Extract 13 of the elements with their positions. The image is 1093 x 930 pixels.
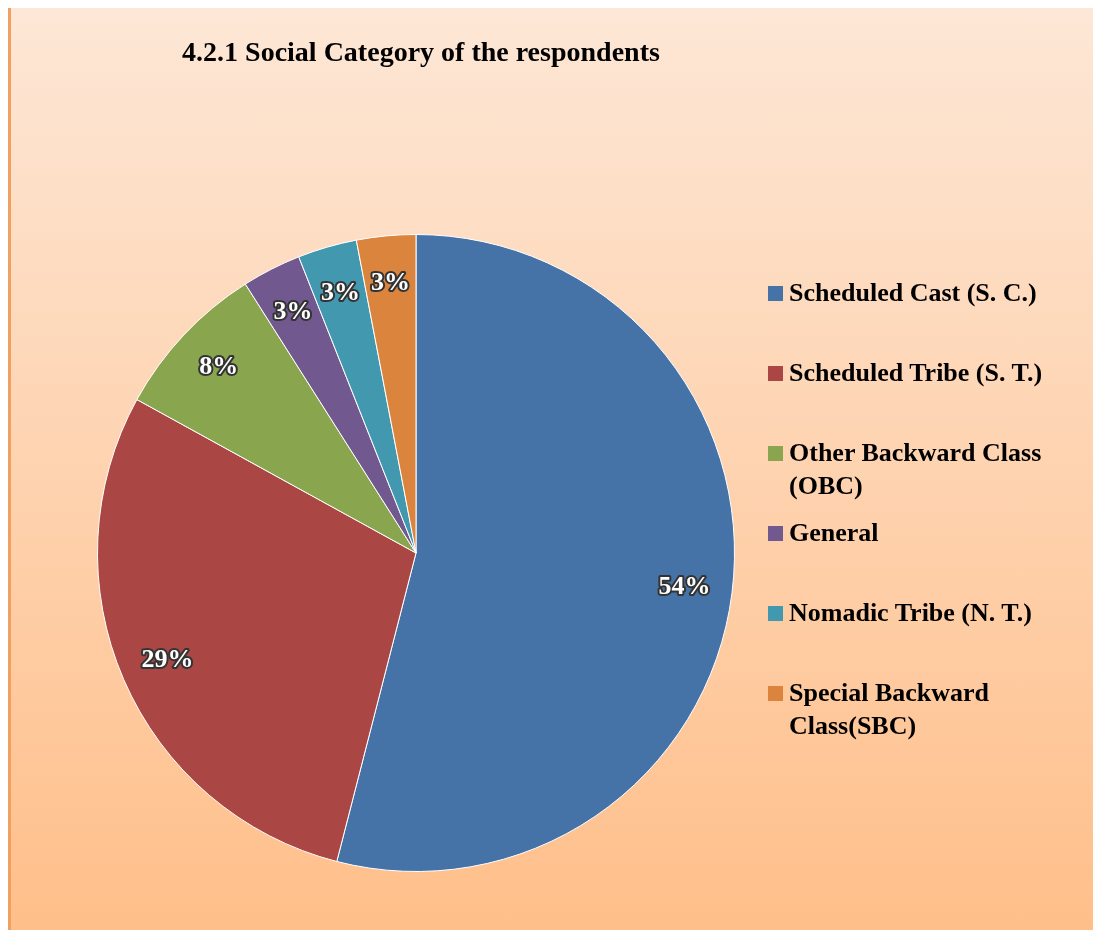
data-label: 29%: [141, 644, 194, 674]
data-label: 8%: [199, 351, 239, 381]
legend-label: Special Backward Class(SBC): [789, 677, 991, 742]
data-label: 3%: [273, 295, 313, 325]
legend-label: Nomadic Tribe (N. T.): [789, 597, 1032, 629]
legend-label: General: [789, 517, 879, 549]
data-label: 54%: [658, 570, 711, 600]
slice-label: Scheduled Cast (S. C.): [789, 277, 1037, 309]
legend-label: Scheduled Tribe (S. T.): [789, 357, 1043, 389]
chart-title: 4.2.1 Social Category of the respondents: [181, 36, 661, 68]
data-label: 3%: [320, 276, 360, 306]
legend-label: Other Backward Class (OBC): [789, 437, 1043, 502]
data-label: 3%: [371, 267, 411, 297]
